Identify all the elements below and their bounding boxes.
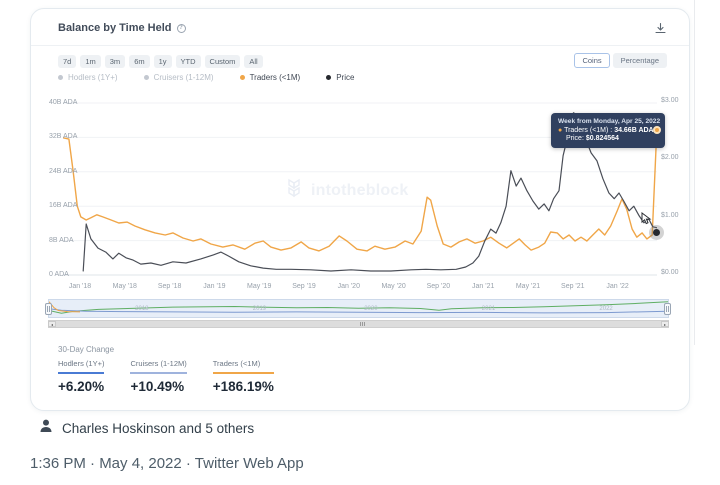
time-range-chip-custom[interactable]: Custom [204, 55, 241, 68]
scrollbar-left-arrow-icon[interactable]: ◂ [48, 321, 56, 327]
y-axis-label-left: 8B ADA [49, 236, 74, 244]
chart-tooltip: Week from Monday, Apr 25, 2022 ● Traders… [551, 113, 665, 148]
x-tick-label: Jan '22 [606, 283, 629, 290]
navigator-year-label: 2022 [599, 306, 613, 312]
info-icon[interactable]: ? [176, 23, 186, 33]
thirty-day-change-section: 30-Day Change Hodlers (1Y+) +6.20% Cruiser… [58, 345, 274, 394]
intotheblock-logo-icon [283, 177, 305, 204]
thirty-day-stats: Hodlers (1Y+) +6.20% Cruisers (1-12M) +10.4… [58, 359, 274, 394]
intotheblock-watermark: intotheblock [283, 177, 409, 204]
legend-item[interactable]: Price [326, 73, 354, 82]
time-range-chip-1m[interactable]: 1m [80, 55, 101, 68]
thirty-day-title: 30-Day Change [58, 345, 115, 354]
series-price [82, 112, 657, 272]
time-range-chip-7d[interactable]: 7d [58, 55, 77, 68]
time-range-chip-all[interactable]: All [244, 55, 263, 68]
legend-label: Cruisers (1-12M) [153, 73, 214, 82]
scrollbar-grip[interactable] [359, 322, 367, 326]
download-icon[interactable] [654, 22, 667, 35]
x-tick-label: Jan '19 [203, 283, 226, 290]
time-range-chip-6m[interactable]: 6m [129, 55, 150, 68]
stat-item: Cruisers (1-12M) +10.49% [130, 359, 187, 394]
navigator-year-label: 2021 [481, 306, 496, 312]
x-tick-label: Sep '18 [157, 283, 182, 290]
y-axis-label-left: 32B ADA [49, 133, 78, 141]
x-tick-label: May '20 [381, 283, 406, 290]
navigator-year-label: 2019 [252, 306, 267, 312]
stat-label: Hodlers (1Y+) [58, 359, 105, 374]
tweet-timestamp[interactable]: 1:36 PM · May 4, 2022 · Twitter Web App [30, 455, 304, 472]
x-tick-label: May '21 [515, 283, 541, 290]
legend-label: Traders (<1M) [249, 73, 301, 82]
x-tick-label: Jan '18 [68, 283, 92, 290]
y-axis-label-left: 40B ADA [49, 99, 78, 106]
time-range-chip-3m[interactable]: 3m [104, 55, 126, 68]
price-point-marker [653, 229, 660, 236]
tooltip-series-row: ● Traders (<1M) : 34.66B ADA [558, 127, 654, 134]
time-range-chip-1y[interactable]: 1y [153, 55, 172, 68]
mouse-cursor-icon [641, 212, 652, 230]
legend-dot-icon [326, 75, 332, 80]
x-tick-label: Jan '21 [472, 283, 495, 290]
page-divider [694, 0, 695, 345]
y-axis-label-left: 0 ADA [49, 271, 69, 278]
unit-toggle: Coins Percentage [574, 53, 667, 68]
stat-value: +6.20% [58, 379, 105, 394]
tooltip-price-row: Price: $0.824564 [566, 135, 619, 142]
y-axis-label-right: $1.00 [661, 211, 679, 219]
navigator-scrollbar[interactable]: ◂ ▸ [48, 320, 669, 328]
navigator-left-handle[interactable] [45, 303, 52, 315]
legend-item[interactable]: Hodlers (1Y+) [58, 73, 118, 82]
chart-navigator[interactable]: 2018 2019 2020 2021 2022 [45, 299, 671, 318]
legend-dot-icon [58, 75, 63, 80]
stat-label: Cruisers (1-12M) [130, 359, 187, 374]
x-tick-label: Sep '20 [426, 283, 451, 290]
y-axis-label-left: 24B ADA [49, 167, 78, 175]
x-tick-label: Sep '21 [561, 283, 585, 290]
navigator-year-label: 2018 [135, 306, 149, 312]
stat-label: Traders (<1M) [212, 359, 274, 374]
navigator-series-hodlers-nav [48, 301, 669, 314]
card-title: Balance by Time Held [58, 22, 172, 34]
series-traders-1m- [63, 125, 657, 252]
navigator-right-handle[interactable] [664, 303, 671, 315]
navigator-year-label: 2020 [364, 306, 378, 312]
unit-button-coins[interactable]: Coins [574, 53, 610, 68]
stat-item: Hodlers (1Y+) +6.20% [58, 359, 105, 394]
y-axis-label-right: $3.00 [661, 97, 679, 105]
tooltip-title: Week from Monday, Apr 25, 2022 [558, 118, 661, 125]
traders-point-marker [653, 126, 661, 134]
legend-item[interactable]: Traders (<1M) [239, 73, 301, 82]
x-tick-label: Jan '20 [337, 283, 360, 290]
liked-by-text[interactable]: Charles Hoskinson and 5 others [62, 421, 255, 436]
time-range-chip-ytd[interactable]: YTD [175, 55, 201, 68]
legend-dot-icon [143, 75, 149, 80]
navigator-series-traders-nav [48, 301, 81, 313]
y-axis-label-right: $0.00 [661, 269, 679, 276]
stat-value: +10.49% [130, 379, 185, 394]
scrollbar-right-arrow-icon[interactable]: ▸ [661, 321, 669, 327]
x-tick-label: May '19 [247, 283, 272, 290]
time-range-group: 7d 1m 3m 6m 1y YTD Custom All [58, 55, 263, 68]
stat-value: +186.19% [212, 379, 274, 394]
y-axis-label-left: 16B ADA [49, 202, 78, 210]
person-icon [38, 418, 54, 439]
watermark-text: intotheblock [311, 181, 409, 199]
chart-legend: Hodlers (1Y+) Cruisers (1-12M) Traders (<1… [58, 73, 354, 82]
balance-chart-card: Balance by Time Held ? 7d 1m 3m 6m 1y YTD Cust… [30, 8, 690, 411]
header-divider [31, 45, 689, 46]
liked-by-row[interactable]: Charles Hoskinson and 5 others [38, 418, 254, 439]
legend-label: Hodlers (1Y+) [68, 73, 118, 82]
legend-item[interactable]: Cruisers (1-12M) [143, 73, 214, 82]
x-tick-label: Sep '19 [292, 283, 316, 290]
y-axis-label-right: $2.00 [661, 154, 679, 162]
stat-item: Traders (<1M) +186.19% [212, 359, 274, 394]
legend-label: Price [336, 73, 355, 82]
navigator-series-cruisers-nav [48, 308, 669, 314]
legend-dot-icon [239, 75, 245, 80]
main-chart-plot[interactable] [63, 97, 657, 277]
unit-button-percentage[interactable]: Percentage [612, 53, 667, 68]
x-tick-label: May '18 [112, 283, 137, 290]
